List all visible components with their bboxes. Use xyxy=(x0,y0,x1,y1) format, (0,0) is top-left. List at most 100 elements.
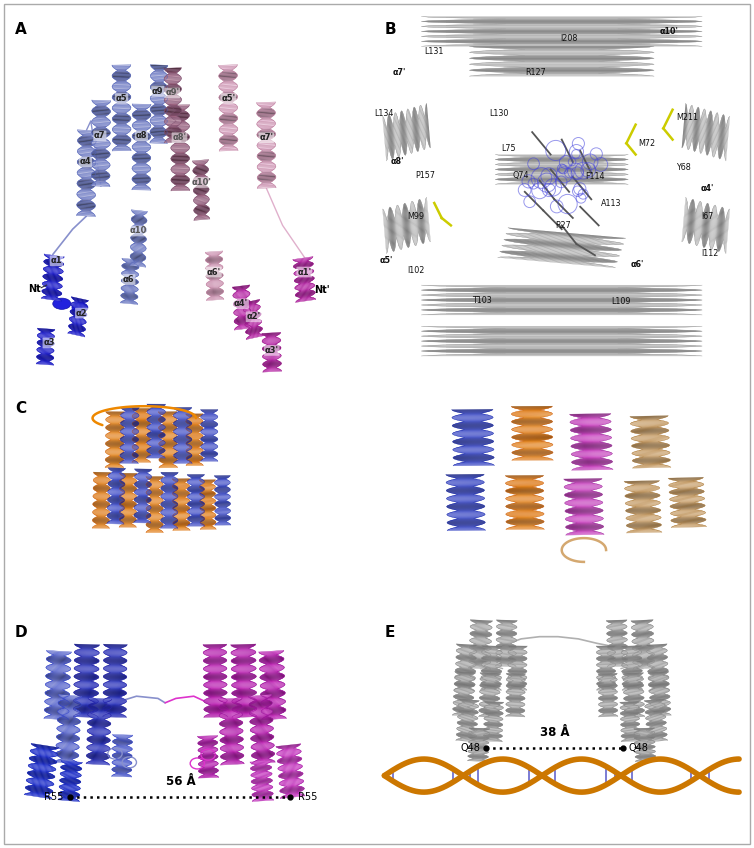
Polygon shape xyxy=(650,709,671,711)
Polygon shape xyxy=(645,706,665,708)
Polygon shape xyxy=(221,717,241,718)
Polygon shape xyxy=(74,691,99,694)
Polygon shape xyxy=(222,113,234,114)
Polygon shape xyxy=(166,81,180,83)
Polygon shape xyxy=(174,495,188,496)
Polygon shape xyxy=(188,505,203,507)
Polygon shape xyxy=(483,662,500,663)
Polygon shape xyxy=(257,122,275,124)
Polygon shape xyxy=(674,524,703,526)
Polygon shape xyxy=(625,503,661,505)
Polygon shape xyxy=(164,109,182,111)
Polygon shape xyxy=(418,109,422,147)
Polygon shape xyxy=(71,331,82,333)
Polygon shape xyxy=(104,653,127,655)
Polygon shape xyxy=(49,705,65,706)
Polygon shape xyxy=(507,680,525,682)
Polygon shape xyxy=(199,762,218,763)
Polygon shape xyxy=(201,488,214,489)
Polygon shape xyxy=(506,685,526,686)
Polygon shape xyxy=(455,688,473,690)
Polygon shape xyxy=(186,451,203,452)
Polygon shape xyxy=(481,684,501,685)
Polygon shape xyxy=(621,712,639,713)
Polygon shape xyxy=(636,748,654,749)
Polygon shape xyxy=(622,653,642,654)
Polygon shape xyxy=(632,459,670,460)
Polygon shape xyxy=(624,709,644,711)
Polygon shape xyxy=(44,254,64,258)
Polygon shape xyxy=(59,786,81,789)
Polygon shape xyxy=(77,192,96,195)
Polygon shape xyxy=(648,721,664,722)
Polygon shape xyxy=(502,245,620,256)
Polygon shape xyxy=(513,446,552,447)
Polygon shape xyxy=(260,117,272,119)
Polygon shape xyxy=(162,438,173,440)
Polygon shape xyxy=(257,103,275,105)
Polygon shape xyxy=(458,680,471,682)
Polygon shape xyxy=(415,209,418,237)
Polygon shape xyxy=(453,486,477,488)
Polygon shape xyxy=(571,427,611,429)
Polygon shape xyxy=(194,208,210,210)
Polygon shape xyxy=(137,519,148,520)
Polygon shape xyxy=(219,707,242,710)
Polygon shape xyxy=(253,800,274,801)
Polygon shape xyxy=(572,514,596,515)
Polygon shape xyxy=(470,620,492,622)
Polygon shape xyxy=(453,485,477,487)
Polygon shape xyxy=(569,512,600,514)
Polygon shape xyxy=(154,69,164,70)
Polygon shape xyxy=(566,520,602,521)
Polygon shape xyxy=(676,501,698,503)
Polygon shape xyxy=(256,750,270,752)
Polygon shape xyxy=(71,321,84,325)
Polygon shape xyxy=(187,503,204,504)
Polygon shape xyxy=(64,777,77,778)
Polygon shape xyxy=(511,428,553,429)
Polygon shape xyxy=(621,646,641,648)
Polygon shape xyxy=(243,300,259,304)
Polygon shape xyxy=(46,658,71,661)
Polygon shape xyxy=(699,205,703,243)
Polygon shape xyxy=(103,676,127,677)
Polygon shape xyxy=(446,489,485,491)
Polygon shape xyxy=(508,682,526,683)
Polygon shape xyxy=(109,488,124,490)
Polygon shape xyxy=(187,418,201,420)
Polygon shape xyxy=(624,703,645,705)
Polygon shape xyxy=(149,479,160,481)
Polygon shape xyxy=(263,361,281,364)
Polygon shape xyxy=(134,223,144,225)
Polygon shape xyxy=(297,298,314,300)
Polygon shape xyxy=(149,497,160,498)
Polygon shape xyxy=(486,720,501,721)
Polygon shape xyxy=(670,505,705,506)
Polygon shape xyxy=(112,768,132,770)
Polygon shape xyxy=(61,782,79,784)
Polygon shape xyxy=(136,435,147,437)
Polygon shape xyxy=(472,624,490,626)
Polygon shape xyxy=(132,167,151,169)
Polygon shape xyxy=(121,273,139,276)
Polygon shape xyxy=(232,694,256,695)
Polygon shape xyxy=(167,103,179,105)
Polygon shape xyxy=(216,480,229,481)
Polygon shape xyxy=(194,198,210,201)
Polygon shape xyxy=(651,732,664,734)
Polygon shape xyxy=(600,681,612,682)
Polygon shape xyxy=(405,119,407,147)
Polygon shape xyxy=(204,428,215,429)
Polygon shape xyxy=(44,711,69,713)
Polygon shape xyxy=(189,432,200,433)
Polygon shape xyxy=(453,710,473,711)
Polygon shape xyxy=(221,131,236,133)
Polygon shape xyxy=(133,181,150,182)
Polygon shape xyxy=(204,684,227,686)
Polygon shape xyxy=(262,332,280,334)
Polygon shape xyxy=(234,326,252,330)
Polygon shape xyxy=(245,321,262,326)
Polygon shape xyxy=(174,513,188,514)
Polygon shape xyxy=(60,697,80,700)
